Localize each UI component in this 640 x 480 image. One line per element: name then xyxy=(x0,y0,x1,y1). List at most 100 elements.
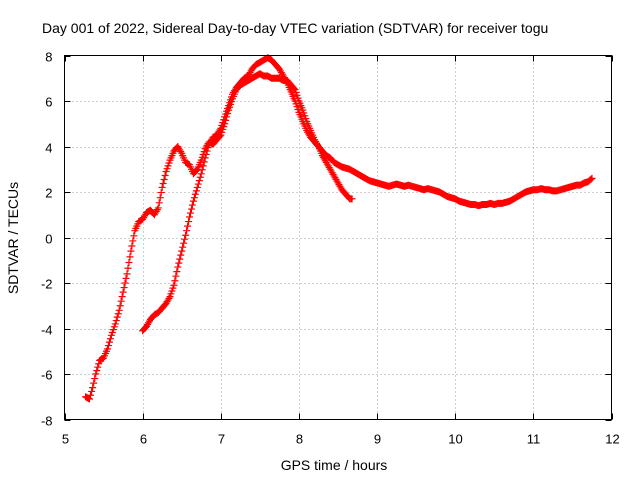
y-tick-label: -2 xyxy=(41,277,53,292)
x-tick-label: 9 xyxy=(374,432,381,447)
data-point xyxy=(198,166,206,174)
data-point xyxy=(174,263,182,271)
data-point xyxy=(120,284,128,292)
data-point xyxy=(122,274,130,282)
data-point xyxy=(181,235,189,243)
data-point xyxy=(104,342,112,350)
plot-frame xyxy=(64,55,612,420)
data-point xyxy=(216,126,224,134)
x-axis-label: GPS time / hours xyxy=(281,457,388,473)
data-point xyxy=(158,183,166,191)
data-point xyxy=(160,175,168,183)
y-tick-label: 4 xyxy=(45,141,52,156)
data-point xyxy=(94,363,102,371)
data-point xyxy=(123,270,131,278)
y-tick-label: 0 xyxy=(45,232,52,247)
y-tick-label: 8 xyxy=(45,50,52,65)
series-track-b xyxy=(139,54,596,335)
data-point xyxy=(114,310,122,318)
chart-title: Day 001 of 2022, Sidereal Day-to-day VTE… xyxy=(42,20,548,36)
data-point xyxy=(203,147,211,155)
data-point xyxy=(118,293,126,301)
y-axis-label: SDTVAR / TECUs xyxy=(5,182,21,294)
data-point xyxy=(95,360,103,368)
data-point xyxy=(86,395,94,403)
data-point xyxy=(90,379,98,387)
data-point xyxy=(115,306,123,314)
data-point xyxy=(92,370,100,378)
x-tick-label: 8 xyxy=(296,432,303,447)
y-tick-label: 2 xyxy=(45,186,52,201)
series-track-a xyxy=(82,70,356,403)
data-point xyxy=(182,231,190,239)
y-tick-label: -8 xyxy=(41,414,53,429)
data-point xyxy=(125,259,133,267)
data-point xyxy=(117,297,125,305)
data-point xyxy=(127,247,135,255)
data-point xyxy=(173,268,181,276)
data-point xyxy=(106,335,114,343)
data-point xyxy=(153,206,161,214)
data-point xyxy=(129,237,137,245)
data-point xyxy=(200,158,208,166)
data-point xyxy=(178,247,186,255)
x-axis-ticks: 5 6 7 8 9 10 11 12 xyxy=(62,55,620,447)
data-point xyxy=(103,345,111,353)
y-tick-label: -6 xyxy=(41,368,53,383)
data-point xyxy=(105,338,113,346)
data-point xyxy=(184,222,192,230)
data-point xyxy=(196,173,204,181)
x-tick-label: 11 xyxy=(527,432,541,447)
data-point xyxy=(121,279,129,287)
data-point xyxy=(177,251,185,259)
data-point xyxy=(185,218,193,226)
data-point xyxy=(189,197,197,205)
data-point xyxy=(188,201,196,209)
data-point xyxy=(179,243,187,251)
data-point xyxy=(171,277,179,285)
data-point xyxy=(128,242,136,250)
data-point xyxy=(154,204,162,212)
data-point xyxy=(282,77,290,85)
y-tick-label: -4 xyxy=(41,323,53,338)
data-point xyxy=(159,179,167,187)
data-point xyxy=(112,317,120,325)
grid-lines xyxy=(64,55,612,420)
data-point xyxy=(155,199,163,207)
data-point xyxy=(172,272,180,280)
data-point xyxy=(190,194,198,202)
x-tick-label: 6 xyxy=(140,432,147,447)
data-point xyxy=(113,313,121,321)
data-point xyxy=(177,148,185,156)
x-tick-label: 12 xyxy=(605,432,619,447)
data-point xyxy=(192,187,200,195)
data-point xyxy=(170,281,178,289)
data-point xyxy=(194,180,202,188)
data-point xyxy=(119,288,127,296)
data-point xyxy=(186,213,194,221)
data-point xyxy=(587,175,595,183)
data-point xyxy=(191,190,199,198)
data-point xyxy=(116,302,124,310)
data-point xyxy=(89,384,97,392)
data-point xyxy=(130,232,138,240)
data-point xyxy=(199,162,207,170)
x-tick-label: 7 xyxy=(218,432,225,447)
x-tick-label: 5 xyxy=(62,432,69,447)
data-point xyxy=(197,170,205,178)
data-point xyxy=(180,239,188,247)
data-point xyxy=(348,195,356,203)
data-point xyxy=(193,183,201,191)
data-point xyxy=(202,150,210,158)
data-point xyxy=(161,172,169,180)
y-axis-ticks: -8 -6 -4 -2 0 2 4 6 8 xyxy=(41,50,612,429)
data-point xyxy=(93,367,101,375)
x-tick-label: 10 xyxy=(448,432,462,447)
data-point xyxy=(195,177,203,185)
data-point xyxy=(183,227,191,235)
data-point xyxy=(88,387,96,395)
data-point xyxy=(204,144,212,152)
data-point xyxy=(126,253,134,261)
data-point xyxy=(588,174,596,182)
